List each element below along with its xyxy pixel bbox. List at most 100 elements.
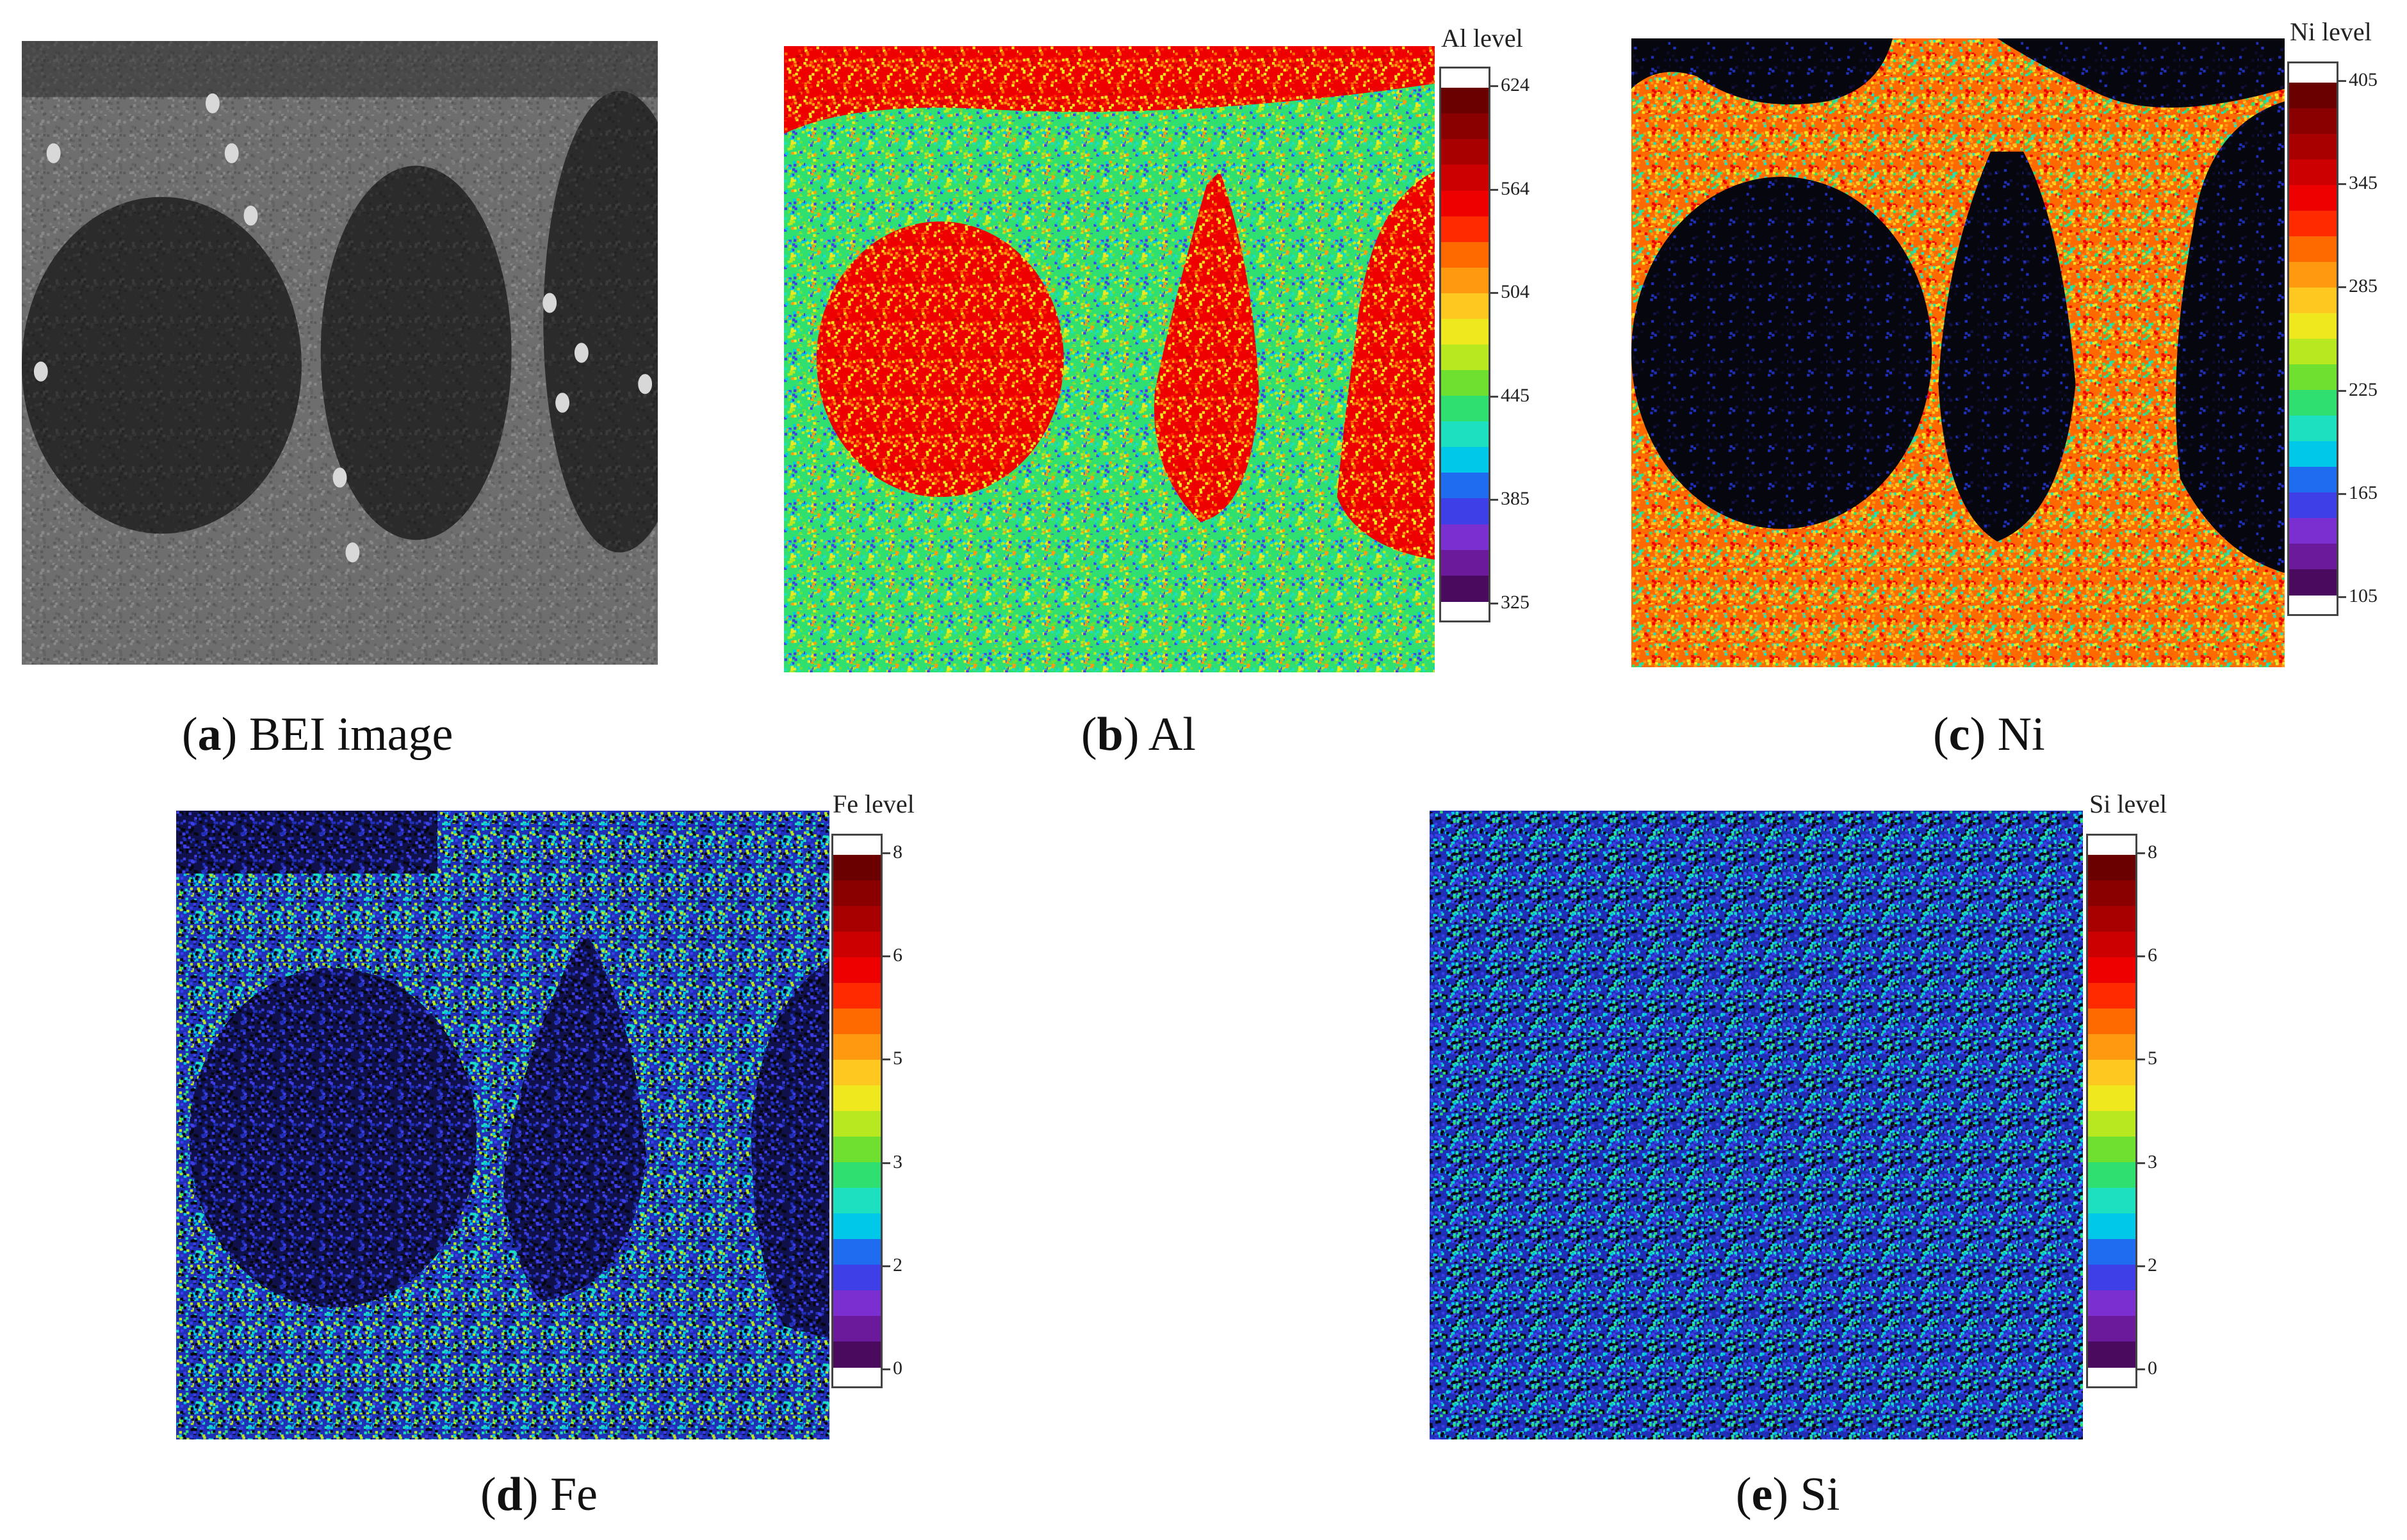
colorbar-tick-mark [881,955,890,958]
colorbar-strip [2088,1187,2135,1214]
caption-e: (e) Si [1736,1468,1840,1521]
colorbar-strip [833,932,881,958]
colorbar-tick-mark [2136,1162,2145,1164]
colorbar-tick-mark [881,1058,890,1061]
si-matrix [1430,811,2083,1439]
si-colorbar [2086,834,2137,1388]
colorbar-tick-label: 564 [1501,177,1530,199]
colorbar-strip [2088,1162,2135,1188]
ni-colorbar-title: Ni level [2290,17,2372,46]
caption-c: (c) Ni [1933,708,2045,761]
colorbar-tick-mark [1489,395,1498,398]
colorbar-strip [1441,370,1489,397]
colorbar-strip [2088,1290,2135,1317]
colorbar-strip [2088,932,2135,958]
colorbar-strip [2289,185,2337,211]
colorbar-strip [833,906,881,932]
colorbar-strip [2088,1315,2135,1342]
colorbar-strip [1441,575,1489,602]
colorbar-tick-label: 105 [2349,585,2378,606]
colorbar-strip [2289,364,2337,391]
colorbar-tick-mark [2136,1058,2145,1061]
caption-a: (a) BEI image [182,708,453,761]
colorbar-strip [833,1136,881,1163]
colorbar-strip [1441,498,1489,525]
colorbar-strip [2289,543,2337,570]
colorbar-tick-mark [1489,292,1498,295]
colorbar-strip [1441,88,1489,115]
bei-bright-spot [332,467,347,488]
ni-map [1631,38,2285,667]
colorbar-strip [1441,344,1489,371]
colorbar-tick-label: 445 [1501,384,1530,406]
fe-dark-particle-center [503,936,647,1301]
al-top-band [784,46,1435,134]
colorbar-strip [833,1187,881,1214]
colorbar-tick-mark [2337,492,2346,495]
colorbar-strip [2088,1341,2135,1368]
colorbar-strip [1441,421,1489,448]
colorbar-strip [2289,441,2337,467]
colorbar-strip [2289,108,2337,134]
colorbar-strip [2088,1264,2135,1291]
colorbar-strip [833,1009,881,1035]
colorbar-strip [1441,293,1489,320]
colorbar-tick-mark [881,1368,890,1370]
colorbar-tick-label: 2 [893,1254,902,1276]
colorbar-strip [1441,165,1489,191]
colorbar-strip [1441,524,1489,551]
colorbar-strip [833,1290,881,1317]
colorbar-strip [833,1213,881,1240]
colorbar-tick-label: 285 [2349,275,2378,297]
colorbar-strip [2088,1009,2135,1035]
colorbar-tick-mark [2136,852,2145,855]
colorbar-tick-label: 8 [893,841,902,863]
al-map [784,46,1435,672]
colorbar-tick-mark [2337,286,2346,289]
colorbar-tick-mark [2337,183,2346,186]
colorbar-strip [1441,139,1489,166]
colorbar-tick-mark [1489,188,1498,191]
colorbar-strip [2088,1060,2135,1086]
ni-dark-particle-right [2176,101,2285,573]
colorbar-strip [833,1264,881,1291]
ni-dark-particle-left [1631,177,1932,529]
colorbar-strip [2088,957,2135,984]
colorbar-strip [833,957,881,984]
colorbar-tick-mark [881,1265,890,1267]
colorbar-strip [1441,396,1489,423]
ni-top-left-dark [1631,38,1893,105]
colorbar-tick-label: 3 [2148,1151,2157,1172]
caption-b: (b) Al [1081,708,1196,761]
bei-bright-spot [543,293,557,313]
ni-colorbar [2287,61,2338,616]
bei-image-map [22,41,658,665]
ni-dark-particle-center [1938,151,2076,542]
colorbar-strip [2289,415,2337,442]
colorbar-strip [833,1341,881,1368]
bei-bright-spot [46,143,61,163]
colorbar-tick-label: 165 [2349,482,2378,503]
colorbar-strip [2289,134,2337,160]
colorbar-strip [2289,389,2337,416]
colorbar-strip [2289,83,2337,109]
colorbar-strip [2088,1213,2135,1240]
colorbar-strip [2088,1238,2135,1265]
fe-dark-particle-right [751,961,829,1339]
colorbar-strip [833,1034,881,1060]
fe-colorbar [831,834,883,1388]
colorbar-tick-label: 3 [893,1151,902,1172]
colorbar-strip [833,880,881,907]
bei-dark-particle-left [22,197,302,534]
colorbar-strip [2088,1085,2135,1112]
colorbar-strip [2088,880,2135,907]
colorbar-strip [2289,569,2337,596]
colorbar-strip [833,1111,881,1137]
colorbar-tick-label: 385 [1501,488,1530,510]
bei-bright-spot [345,542,360,563]
colorbar-tick-mark [881,852,890,855]
colorbar-tick-label: 6 [893,944,902,966]
bei-bright-spot [243,206,258,226]
colorbar-tick-mark [2337,80,2346,83]
colorbar-strip [2289,313,2337,339]
